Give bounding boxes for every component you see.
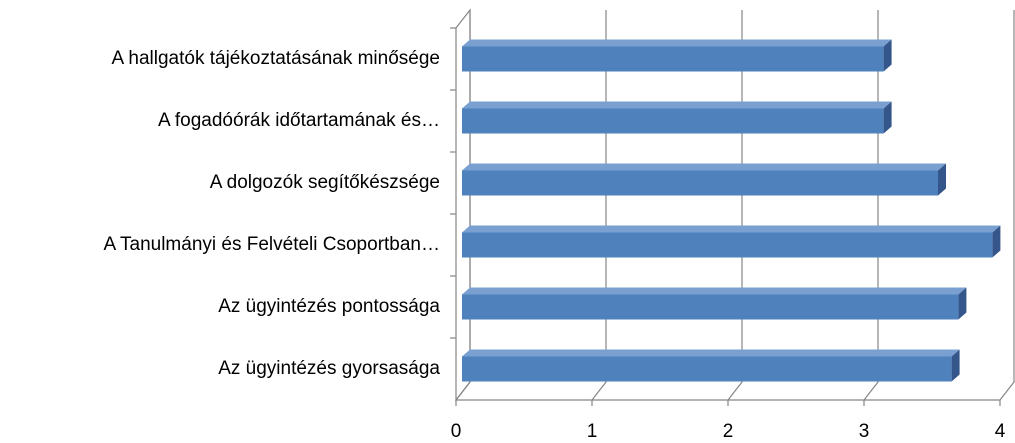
bar-side bbox=[992, 225, 1001, 258]
bar-top bbox=[462, 349, 960, 357]
y-tick-label: Az ügyintézés gyorsasága bbox=[218, 358, 440, 379]
bar-top bbox=[462, 287, 967, 295]
bar-top bbox=[462, 39, 892, 47]
bar-side bbox=[883, 101, 892, 134]
bar bbox=[462, 108, 884, 134]
grid-line bbox=[455, 10, 471, 401]
bar-side bbox=[958, 287, 967, 320]
bar-side bbox=[883, 39, 892, 72]
x-tick-label: 1 bbox=[587, 421, 598, 442]
y-tick-label: A hallgatók tájékoztatásának minősége bbox=[112, 48, 441, 69]
bar bbox=[462, 170, 938, 196]
grid-line bbox=[727, 10, 743, 401]
x-tick-label: 3 bbox=[859, 421, 870, 442]
bar bbox=[462, 294, 959, 320]
bar-top bbox=[462, 101, 892, 109]
grid-line bbox=[999, 10, 1015, 401]
grid-line bbox=[863, 10, 879, 401]
x-tick-label: 0 bbox=[451, 421, 462, 442]
bar bbox=[462, 232, 993, 258]
bar-top bbox=[462, 225, 1001, 233]
grid-line bbox=[591, 10, 607, 401]
bar bbox=[462, 46, 884, 72]
x-tick-label: 4 bbox=[995, 421, 1006, 442]
y-tick-label: A dolgozók segítőkészsége bbox=[210, 172, 440, 193]
bar-side bbox=[951, 349, 960, 382]
bar-side bbox=[938, 163, 946, 196]
y-tick-label: A Tanulmányi és Felvételi Csoportban… bbox=[103, 234, 440, 255]
x-tick-label: 2 bbox=[723, 421, 734, 442]
bar-top bbox=[462, 163, 946, 171]
y-tick-label: Az ügyintézés pontossága bbox=[218, 296, 440, 317]
y-tick-label: A fogadóórák időtartamának és… bbox=[158, 110, 440, 131]
bar bbox=[462, 356, 952, 382]
